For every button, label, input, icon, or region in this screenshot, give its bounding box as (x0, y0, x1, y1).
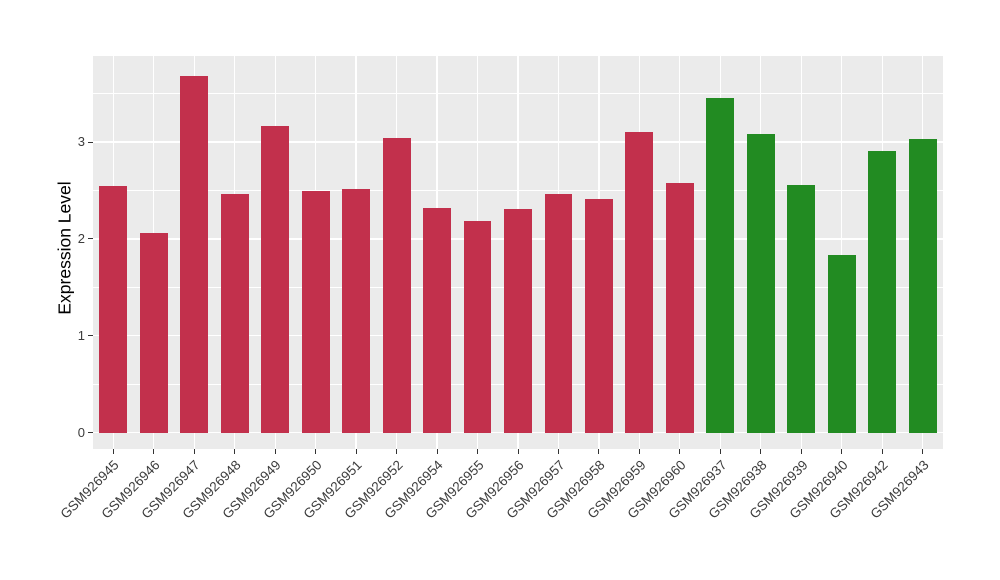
x-tick-mark (922, 449, 924, 454)
y-axis-title: Expression Level (54, 181, 75, 315)
x-tick-mark (679, 449, 681, 454)
bar-GSM926960 (665, 182, 694, 433)
bar-GSM926955 (463, 220, 492, 433)
bar-GSM926946 (139, 233, 168, 433)
x-tick-mark (396, 449, 398, 454)
bar-GSM926942 (868, 150, 897, 433)
x-tick-mark (355, 449, 357, 454)
x-tick-mark (315, 449, 317, 454)
x-tick-mark (193, 449, 195, 454)
y-tick-mark (88, 432, 93, 434)
x-tick-mark (234, 449, 236, 454)
x-tick-mark (274, 449, 276, 454)
y-tick-label: 1 (77, 327, 85, 343)
bar-GSM926938 (746, 134, 775, 433)
y-tick-label: 3 (77, 134, 85, 150)
bar-GSM926939 (787, 184, 816, 433)
bar-GSM926957 (544, 194, 573, 433)
x-tick-mark (638, 449, 640, 454)
gridline-vertical (841, 56, 843, 449)
bar-GSM926943 (908, 139, 937, 433)
bar-GSM926959 (625, 132, 654, 433)
x-tick-mark (760, 449, 762, 454)
bar-GSM926951 (342, 188, 371, 433)
x-tick-mark (557, 449, 559, 454)
x-tick-mark (598, 449, 600, 454)
bar-GSM926952 (382, 138, 411, 433)
x-tick-mark (719, 449, 721, 454)
x-tick-mark (112, 449, 114, 454)
bar-GSM926950 (301, 190, 330, 433)
bar-GSM926948 (220, 194, 249, 433)
x-tick-mark (436, 449, 438, 454)
bar-GSM926958 (584, 199, 613, 433)
y-tick-label: 2 (77, 230, 85, 246)
x-tick-mark (800, 449, 802, 454)
bar-GSM926949 (261, 125, 290, 433)
y-tick-mark (88, 141, 93, 143)
bar-GSM926940 (827, 255, 856, 433)
x-tick-mark (153, 449, 155, 454)
x-tick-mark (841, 449, 843, 454)
x-tick-mark (477, 449, 479, 454)
bar-GSM926945 (99, 185, 128, 433)
y-tick-mark (88, 335, 93, 337)
y-tick-label: 0 (77, 424, 85, 440)
y-tick-mark (88, 238, 93, 240)
plot-panel (93, 56, 943, 449)
bar-GSM926947 (180, 76, 209, 433)
x-tick-mark (881, 449, 883, 454)
bar-GSM926956 (504, 208, 532, 433)
bar-GSM926937 (706, 97, 735, 433)
bar-GSM926954 (423, 207, 451, 433)
x-tick-mark (517, 449, 519, 454)
